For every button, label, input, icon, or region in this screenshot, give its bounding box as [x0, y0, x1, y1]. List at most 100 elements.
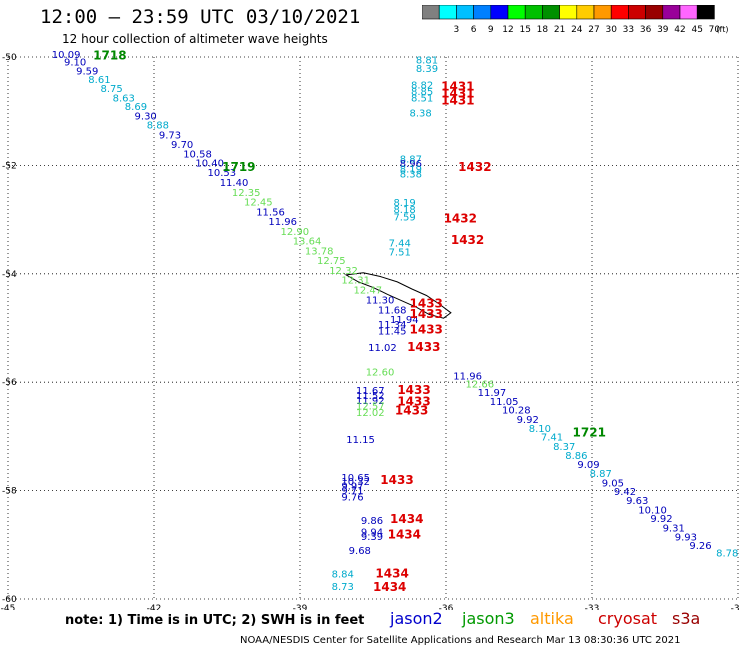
wave-height-label: 10.32: [341, 477, 370, 488]
legend-unit: (ft): [716, 25, 728, 34]
wave-height-label: 9.59: [76, 66, 98, 77]
pass-time-label: 1434: [390, 512, 423, 526]
wave-height-label: 9.68: [349, 546, 371, 557]
wave-height-label: 9.09: [577, 460, 599, 471]
pass-time-label: 1434: [373, 580, 406, 594]
wave-height-label: 10.53: [208, 168, 237, 179]
wave-height-label: 11.05: [490, 397, 519, 408]
wave-height-label: 9.73: [159, 130, 181, 141]
wave-height-label: 11.67: [356, 386, 385, 397]
lat-tick-label: -56: [2, 378, 17, 388]
pass-time-label: 1433: [395, 404, 428, 418]
legend-label: 3: [454, 25, 460, 35]
wave-height-label: 8.38: [400, 169, 422, 180]
wave-height-label: 8.96: [400, 159, 422, 170]
wave-height-label: 13.64: [293, 237, 322, 248]
wave-height-label: 11.45: [378, 327, 407, 338]
pass-time-label: 1432: [458, 160, 491, 174]
wave-height-map: -45 -42 -39 -36 -33 -30 -50 -52 -54 -56 -58 -60 10.0…: [1, 49, 740, 610]
sat-altika: altika: [530, 609, 574, 628]
pass-time-label: 1433: [410, 307, 443, 321]
lon-tick-label: -39: [293, 604, 308, 610]
wave-height-label: 7.51: [389, 247, 411, 258]
wave-height-label: 8.82: [411, 80, 433, 91]
wave-height-label: 8.81: [416, 56, 438, 67]
wave-height-label: 9.93: [675, 532, 697, 543]
lon-tick-label: -42: [147, 604, 162, 610]
wave-height-label: 8.63: [113, 93, 135, 104]
pass-time-label: 1431: [441, 87, 474, 101]
wave-height-label: 8.51: [411, 93, 433, 104]
pass-time-label: 1433: [397, 395, 430, 409]
wave-height-label: 8.19: [400, 164, 422, 175]
wave-height-label: 9.26: [689, 541, 711, 552]
wave-height-label: 13.78: [305, 246, 334, 257]
legend-label: 33: [623, 25, 634, 35]
legend-label: 15: [519, 25, 530, 35]
legend-label: 21: [554, 25, 565, 35]
wave-height-label: 8.75: [100, 84, 122, 95]
legend-label: 30: [605, 25, 617, 35]
wave-height-label: 9.97: [341, 482, 363, 493]
wave-height-label: 9.76: [341, 492, 363, 503]
legend-label: 70: [709, 25, 721, 35]
lon-tick-label: -36: [439, 604, 454, 610]
wave-height-label: 8.87: [400, 155, 422, 166]
lat-tick-label: -54: [2, 270, 17, 280]
sat-s3a: s3a: [672, 609, 701, 628]
sat-jason2: jason2: [390, 609, 443, 628]
wave-height-label: 9.92: [517, 415, 539, 426]
wave-height-label: 10.09: [52, 50, 81, 61]
wave-height-label: 10.65: [341, 473, 370, 484]
color-legend: 3 6 9 12 15 18 21 24 27 30 33 36 39 42 45 70(ft): [422, 5, 728, 35]
wave-height-label: 11.68: [378, 305, 407, 316]
wave-height-label: 7.59: [393, 213, 415, 224]
wave-height-label: 9.05: [602, 478, 624, 489]
wave-height-label: 12.60: [366, 368, 395, 379]
wave-height-label: 7.41: [541, 433, 563, 444]
wave-height-label: 9.10: [64, 58, 86, 69]
pass-time-label: 1431: [441, 94, 474, 108]
wave-height-label: 12.57: [356, 401, 385, 412]
wave-height-label: 9.70: [171, 140, 193, 151]
wave-height-label: 12.32: [329, 266, 358, 277]
coastline: [344, 272, 452, 319]
wave-height-label: 11.56: [256, 207, 285, 218]
wave-height-label: 9.94: [361, 528, 383, 539]
wave-height-label: 11.02: [368, 343, 397, 354]
wave-height-label: 12.31: [341, 276, 370, 287]
pass-time-label: 1433: [397, 383, 430, 397]
pass-time-label: 1433: [407, 340, 440, 354]
pass-time-label: 1719: [222, 160, 255, 174]
legend-label: 6: [471, 25, 477, 35]
wave-height-label: 11.92: [356, 396, 385, 407]
wave-height-label: 9.71: [341, 486, 363, 497]
legend-label: 39: [657, 25, 669, 35]
credit-line: NOAA/NESDIS Center for Satellite Applica…: [240, 635, 681, 646]
wave-height-label: 8.19: [393, 198, 415, 209]
wave-height-label: 8.87: [590, 469, 612, 480]
wave-height-label: 10.58: [183, 149, 212, 160]
wave-height-label: 8.61: [88, 75, 110, 86]
wave-height-label: 8.85: [411, 87, 433, 98]
lat-tick-label: -52: [2, 161, 17, 171]
wave-height-label: 9.42: [614, 487, 636, 498]
wave-height-label: 12.45: [244, 198, 273, 209]
wave-height-label: 10.10: [638, 505, 667, 516]
wave-height-label: 12.02: [356, 408, 385, 419]
wave-height-label: 8.88: [147, 121, 169, 132]
wave-height-label: 8.10: [529, 424, 551, 435]
wave-height-label: 9.63: [626, 496, 648, 507]
wave-height-label: 8.39: [416, 64, 438, 75]
wave-height-label: 8.86: [565, 451, 587, 462]
wave-height-label: 8.84: [332, 569, 354, 580]
legend-label: 18: [537, 25, 549, 35]
legend-label: 24: [571, 25, 583, 35]
lat-tick-label: -60: [2, 595, 17, 605]
wave-height-label: 12.35: [232, 188, 261, 199]
legend-label: 27: [588, 25, 599, 35]
legend-label: 9: [488, 25, 494, 35]
wave-height-label: 11.40: [220, 178, 249, 189]
wave-height-label: 9.39: [361, 532, 383, 543]
legend-label: 42: [674, 25, 685, 35]
